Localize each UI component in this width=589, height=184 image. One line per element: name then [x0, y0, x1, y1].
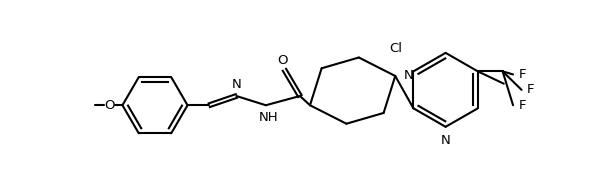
Text: F: F: [527, 83, 534, 96]
Text: O: O: [277, 54, 288, 67]
Text: NH: NH: [259, 111, 279, 124]
Text: F: F: [518, 68, 526, 81]
Text: N: N: [441, 135, 451, 148]
Text: F: F: [518, 99, 526, 112]
Text: N: N: [231, 78, 241, 91]
Text: Cl: Cl: [389, 42, 402, 55]
Text: N: N: [404, 70, 413, 82]
Text: O: O: [104, 99, 114, 112]
